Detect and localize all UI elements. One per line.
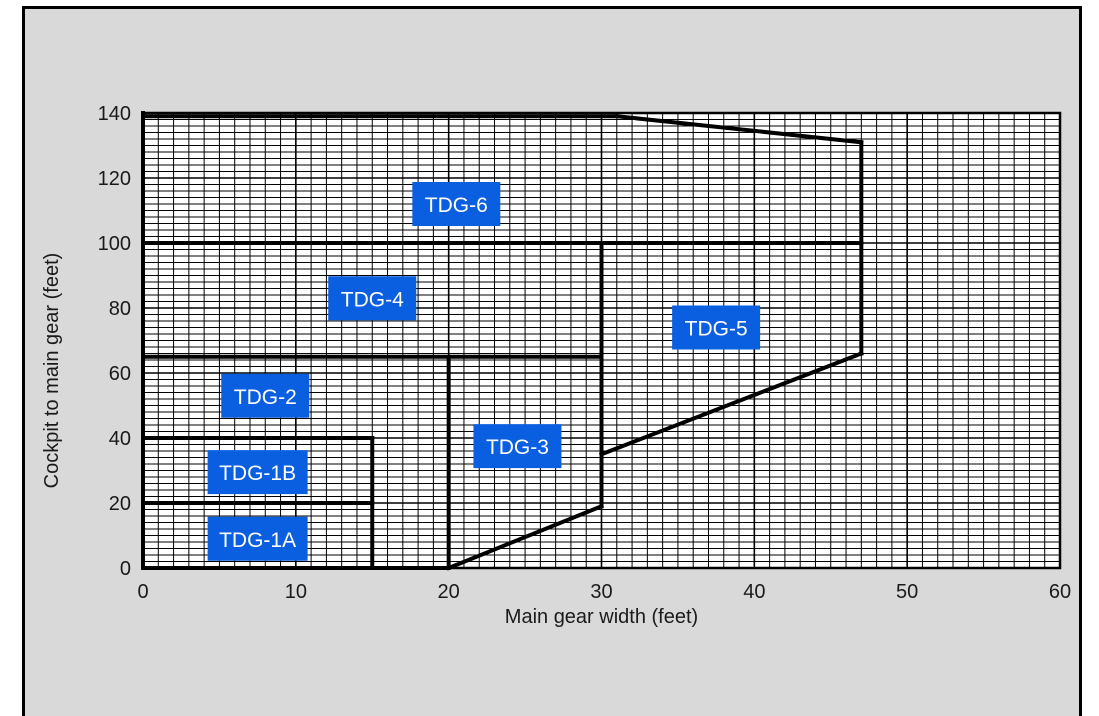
x-tick-label: 20: [438, 581, 460, 603]
tdg-zone-labels: TDG-1A TDG-1B TDG-2 TDG-3 TDG-4 TDG-5 TDG-6: [207, 182, 761, 561]
y-tick-label: 100: [98, 233, 131, 255]
tdg-boundaries: [141, 111, 864, 571]
zone-label-text: TDG-3: [486, 436, 549, 459]
y-axis-title: Cockpit to main gear (feet): [41, 253, 63, 489]
tdg-boundary-line: [598, 350, 864, 457]
x-tick-labels: 0 10 20 30 40 50 60: [137, 581, 1071, 603]
zone-label-text: TDG-4: [341, 288, 404, 311]
zone-label-text: TDG-5: [685, 318, 748, 341]
zone-label-tdg-1a: TDG-1A: [207, 516, 308, 561]
zone-label-box: [672, 305, 761, 350]
zone-label-box: [412, 182, 501, 226]
x-tick-label: 40: [743, 581, 765, 603]
zone-label-box: [221, 373, 310, 418]
y-tick-label: 120: [98, 168, 131, 190]
x-tick-label: 60: [1049, 581, 1071, 603]
zone-label-box: [207, 450, 308, 495]
x-tick-label: 10: [285, 581, 307, 603]
y-tick-label: 80: [109, 298, 131, 320]
tdg-boundary-line: [446, 503, 605, 571]
zone-label-text: TDG-1B: [219, 462, 296, 485]
y-tick-label: 20: [109, 493, 131, 515]
y-tick-label: 40: [109, 428, 131, 450]
zone-label-text: TDG-2: [234, 386, 297, 409]
zone-label-box: [207, 516, 308, 561]
tdg-boundary-line: [614, 114, 864, 145]
y-tick-labels: 0 20 40 60 80 100 120 140: [98, 103, 131, 580]
y-tick-label: 0: [120, 558, 131, 580]
x-tick-label: 30: [590, 581, 612, 603]
zone-label-tdg-2: TDG-2: [221, 373, 310, 418]
y-tick-label: 140: [98, 103, 131, 125]
zone-label-box: [328, 276, 417, 321]
y-tick-label: 60: [109, 363, 131, 385]
x-axis-title: Main gear width (feet): [505, 606, 698, 628]
zone-label-box: [473, 424, 562, 469]
zone-label-text: TDG-1A: [219, 529, 296, 552]
zone-label-tdg-4: TDG-4: [328, 276, 417, 321]
zone-label-tdg-5: TDG-5: [672, 305, 761, 350]
x-tick-label: 0: [137, 581, 148, 603]
zone-label-tdg-1b: TDG-1B: [207, 450, 308, 495]
x-tick-label: 50: [896, 581, 918, 603]
zone-label-text: TDG-6: [425, 194, 488, 217]
zone-label-tdg-6: TDG-6: [412, 182, 501, 226]
zone-label-tdg-3: TDG-3: [473, 424, 562, 469]
